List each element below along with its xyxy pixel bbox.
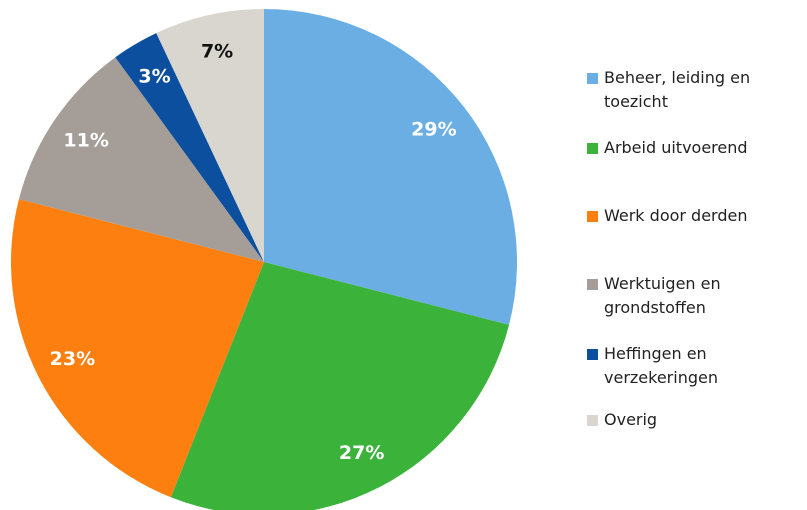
legend-label: Werktuigen en grondstoffen bbox=[604, 274, 721, 317]
legend-label: Werk door derden bbox=[604, 206, 748, 225]
data-label: 3% bbox=[138, 65, 170, 87]
data-label: 11% bbox=[63, 130, 108, 152]
pie-slice bbox=[115, 33, 264, 263]
data-label: 29% bbox=[411, 119, 456, 141]
legend-label: Beheer, leiding en toezicht bbox=[604, 68, 751, 111]
legend-label: Heffingen en verzekeringen bbox=[604, 344, 718, 387]
pie-slice bbox=[264, 9, 518, 325]
legend-swatch bbox=[587, 349, 598, 360]
legend-label: Arbeid uitvoerend bbox=[604, 138, 748, 157]
legend-swatch bbox=[587, 279, 598, 290]
pie-slice bbox=[11, 199, 264, 498]
pie-slice bbox=[156, 8, 264, 262]
legend-label: Overig bbox=[604, 410, 658, 429]
data-label: 23% bbox=[50, 348, 95, 370]
legend-swatch bbox=[587, 415, 598, 426]
data-label: 7% bbox=[201, 41, 233, 63]
data-label: 27% bbox=[339, 442, 384, 464]
pie-slice bbox=[170, 262, 510, 510]
legend-swatch bbox=[587, 211, 598, 222]
legend-swatch bbox=[587, 73, 598, 84]
legend-swatch bbox=[587, 143, 598, 154]
pie-slice bbox=[18, 57, 265, 263]
